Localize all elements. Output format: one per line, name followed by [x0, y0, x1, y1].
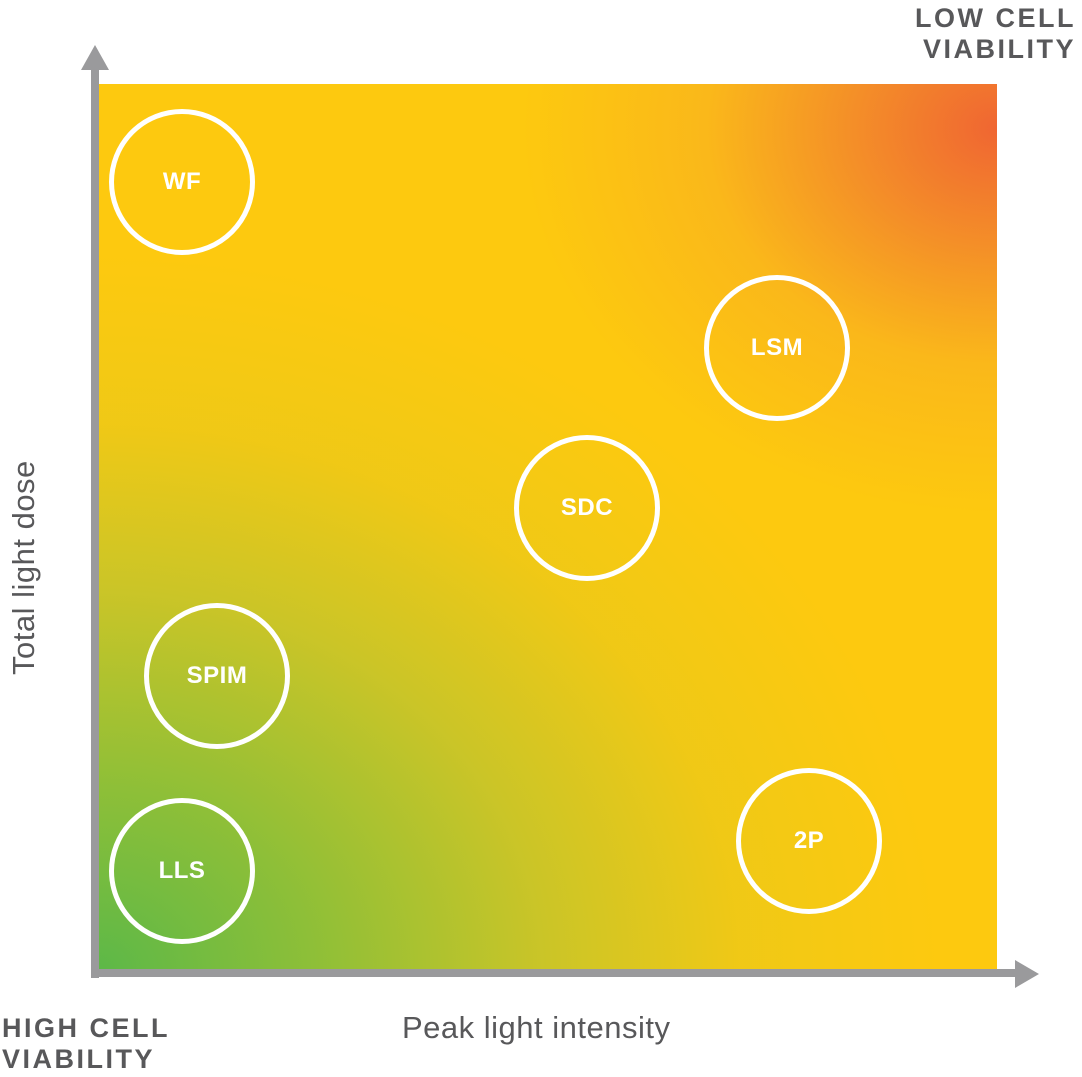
node-label: WF: [162, 168, 202, 195]
node-wf: WF: [109, 109, 255, 255]
y-axis-label: Total light dose: [6, 460, 41, 675]
high-cell-viability-label: HIGH CELL VIABILITY: [2, 1013, 170, 1075]
low-cell-viability-line1: LOW CELL: [915, 3, 1076, 33]
y-axis-line: [91, 66, 99, 978]
low-cell-viability-label: LOW CELL VIABILITY: [915, 3, 1076, 65]
node-label: SPIM: [186, 662, 248, 689]
high-cell-viability-line1: HIGH CELL: [2, 1013, 170, 1043]
x-axis-line: [91, 969, 1019, 977]
node-spim: SPIM: [144, 603, 290, 749]
node-label: LSM: [750, 334, 804, 361]
low-cell-viability-line2: VIABILITY: [922, 34, 1076, 64]
y-axis-arrow-icon: [81, 45, 109, 70]
node-label: LLS: [158, 857, 206, 884]
node-label: SDC: [560, 494, 614, 521]
node-2p: 2P: [736, 768, 882, 914]
x-axis-label: Peak light intensity: [402, 1010, 671, 1045]
node-lls: LLS: [109, 798, 255, 944]
node-lsm: LSM: [704, 275, 850, 421]
high-cell-viability-line2: VIABILITY: [2, 1044, 156, 1074]
node-label: 2P: [793, 827, 825, 854]
x-axis-arrow-icon: [1015, 960, 1039, 988]
node-sdc: SDC: [514, 435, 660, 581]
